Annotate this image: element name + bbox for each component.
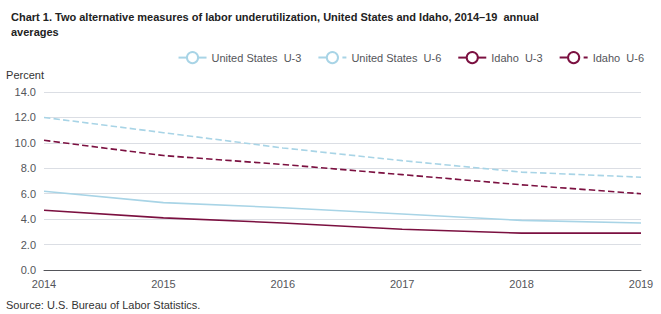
svg-text:8.0: 8.0 (21, 162, 36, 174)
svg-text:4.0: 4.0 (21, 213, 36, 225)
svg-text:0.0: 0.0 (21, 264, 36, 276)
svg-text:10.0: 10.0 (15, 137, 36, 149)
svg-text:2019: 2019 (629, 278, 653, 290)
svg-text:Idaho U-3: Idaho U-3 (491, 52, 542, 64)
svg-text:Idaho U-6: Idaho U-6 (593, 52, 644, 64)
svg-text:2017: 2017 (390, 278, 414, 290)
svg-text:averages: averages (11, 26, 59, 38)
svg-text:United States U-6: United States U-6 (351, 52, 441, 64)
svg-text:2.0: 2.0 (21, 239, 36, 251)
svg-text:2014: 2014 (32, 278, 56, 290)
svg-text:12.0: 12.0 (15, 111, 36, 123)
svg-text:2016: 2016 (271, 278, 295, 290)
svg-text:6.0: 6.0 (21, 188, 36, 200)
svg-text:Percent: Percent (6, 69, 44, 81)
svg-text:14.0: 14.0 (15, 86, 36, 98)
svg-text:2018: 2018 (509, 278, 533, 290)
svg-text:2015: 2015 (151, 278, 175, 290)
svg-text:Source: U.S. Bureau of Labor S: Source: U.S. Bureau of Labor Statistics. (6, 299, 200, 311)
svg-text:United States U-3: United States U-3 (212, 52, 302, 64)
svg-text:Chart 1. Two alternative measu: Chart 1. Two alternative measures of lab… (11, 11, 539, 23)
